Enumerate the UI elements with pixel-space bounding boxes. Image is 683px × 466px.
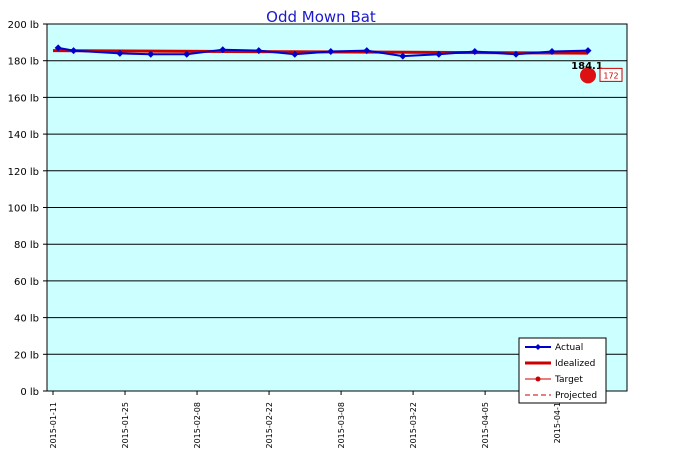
legend-item-projected: Projected (525, 391, 597, 401)
x-tick-label: 2015-04-05 (481, 402, 490, 449)
actual-line (57, 46, 589, 58)
y-tick-label: 60 lb (14, 277, 39, 288)
y-tick-label: 180 lb (8, 57, 39, 68)
actual-point (291, 50, 299, 58)
actual-point (54, 44, 62, 52)
y-tick-label: 80 lb (14, 240, 39, 251)
actual-point (183, 50, 191, 58)
actual-point (548, 48, 556, 56)
y-tick-label: 100 lb (8, 204, 39, 215)
x-tick-label: 2015-02-08 (193, 402, 202, 449)
actual-point (116, 49, 124, 57)
legend-label: Idealized (555, 359, 595, 369)
target-label: 172 (603, 71, 618, 80)
target-point (580, 67, 596, 84)
target-label-box (599, 67, 623, 82)
y-tick-label: 20 lb (14, 350, 39, 361)
x-tick-label: 2015-03-08 (337, 402, 346, 449)
legend-label: Target (554, 375, 583, 385)
actual-point (327, 48, 335, 56)
legend-label: Projected (555, 391, 597, 401)
x-tick-label: 2015-01-25 (121, 402, 130, 449)
y-tick-label: 140 lb (8, 130, 39, 141)
y-tick-label: 0 lb (20, 387, 39, 398)
actual-point (363, 47, 371, 55)
actual-point (399, 52, 407, 60)
x-axis: 2015-01-11 2015-01-25 2015-02-08 2015-02-22… (49, 391, 562, 449)
actual-point (584, 47, 592, 55)
actual-point (219, 46, 227, 54)
idealized-end-label: 184.1 (571, 61, 603, 72)
x-tick-label: 2015-02-22 (265, 402, 274, 449)
legend-marker (535, 376, 541, 382)
y-tick-label: 160 lb (8, 93, 39, 104)
legend-item-actual: Actual (525, 343, 583, 353)
y-axis: 0 lb 20 lb 40 lb 60 lb 80 lb 100 lb 120 lb 140 … (8, 20, 47, 398)
actual-point (512, 50, 520, 58)
legend-marker (535, 344, 541, 350)
series-layer (52, 44, 596, 84)
chart-title: Odd Mown Bat (266, 8, 376, 26)
x-tick-label: 2015-03-22 (409, 402, 418, 449)
actual-point (435, 50, 443, 58)
legend-box (518, 337, 607, 404)
actual-point (147, 50, 155, 58)
y-tick-label: 120 lb (8, 167, 39, 178)
actual-point (255, 47, 263, 55)
x-tick-label: 2015-01-11 (49, 402, 58, 449)
actual-point (471, 48, 479, 56)
y-tick-label: 40 lb (14, 314, 39, 325)
legend-label: Actual (555, 343, 583, 353)
legend-item-idealized: Idealized (525, 359, 595, 369)
y-tick-label: 200 lb (8, 20, 39, 31)
actual-point (70, 47, 78, 55)
legend-item-target: Target (525, 375, 583, 385)
legend: Actual Idealized Target Projected (518, 337, 607, 404)
x-tick-label: 2015-04-1 (553, 402, 562, 443)
